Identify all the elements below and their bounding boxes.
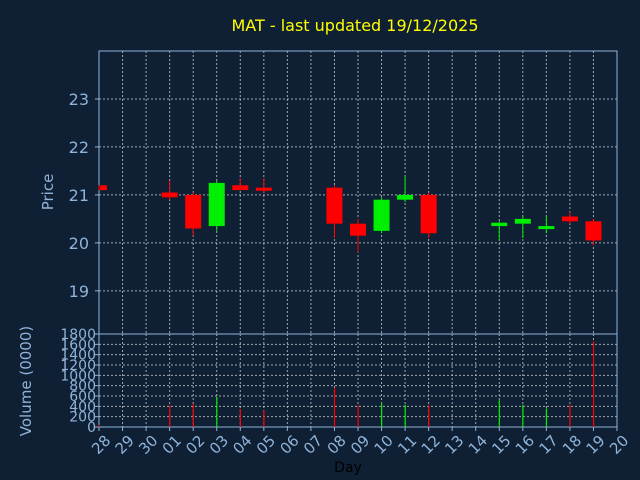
candle — [538, 216, 555, 234]
volume-tick-label: 1000 — [60, 368, 96, 384]
volume-tick-label: 1400 — [60, 348, 96, 364]
volume-bar — [498, 400, 500, 427]
candle-body — [100, 185, 107, 191]
volume-tick-label: 1600 — [60, 337, 96, 353]
volume-tick-label: 200 — [69, 410, 96, 426]
volume-bar — [98, 424, 100, 427]
volume-bar — [216, 397, 218, 427]
volume-bar — [192, 403, 194, 427]
candle — [561, 211, 578, 224]
price-tick-label: 21 — [69, 186, 89, 205]
volume-axis-label: Volume (0000) — [17, 326, 35, 436]
candle — [208, 180, 225, 231]
candle — [185, 192, 202, 236]
day-axis-label: Day — [334, 460, 362, 476]
candle-body — [208, 182, 225, 227]
candlestick-series — [98, 175, 602, 253]
candle-body — [420, 194, 437, 234]
price-axis-label: Price — [39, 174, 57, 211]
volume-bar — [333, 387, 336, 427]
price-tick-label: 20 — [69, 234, 89, 253]
volume-tick-label: 800 — [69, 379, 96, 395]
candle — [255, 178, 272, 193]
candle-body — [397, 194, 414, 200]
volume-bar — [357, 405, 359, 427]
candle — [491, 221, 508, 241]
volume-tick-label: 600 — [69, 389, 96, 405]
volume-bar — [522, 404, 524, 427]
volume-bar — [381, 403, 383, 427]
candle — [373, 197, 390, 234]
volume-bar — [169, 405, 171, 427]
candle — [326, 185, 343, 239]
price-tick-label: 19 — [69, 282, 89, 301]
candle-body — [538, 226, 555, 230]
volume-bar — [545, 408, 548, 427]
candle-body — [326, 187, 343, 224]
volume-tick-label: 1200 — [60, 358, 96, 374]
volume-bar — [428, 405, 430, 427]
volume-bar — [239, 408, 241, 427]
volume-tick-label: 0 — [87, 420, 96, 436]
candle-body — [491, 222, 508, 227]
volume-tick-label: 400 — [69, 399, 96, 415]
volume-bar — [263, 410, 265, 427]
price-tick-label: 23 — [69, 90, 89, 109]
candle — [585, 218, 602, 246]
candle-body — [514, 218, 531, 224]
volume-bar — [592, 341, 595, 427]
candle-body — [232, 185, 249, 191]
candle — [350, 218, 366, 253]
candle-body — [161, 192, 178, 198]
candle-body — [255, 187, 272, 191]
candle-body — [185, 194, 202, 229]
volume-bar — [404, 404, 406, 427]
candle — [514, 216, 531, 239]
volume-bar — [569, 404, 571, 427]
volume-series — [98, 341, 595, 427]
volume-tick-label: 1800 — [60, 327, 96, 343]
candle — [161, 180, 178, 200]
candle-body — [585, 221, 602, 241]
candle — [232, 178, 249, 191]
candle — [397, 175, 414, 203]
candle-body — [561, 216, 578, 222]
candle — [420, 192, 437, 239]
candle-body — [350, 223, 366, 236]
candle — [98, 185, 107, 191]
price-tick-label: 22 — [69, 138, 89, 157]
price-axis-ticks: 19 20 21 22 23 — [69, 90, 99, 301]
chart-title: MAT - last updated 19/12/2025 — [231, 16, 478, 35]
candle-body — [373, 199, 390, 231]
